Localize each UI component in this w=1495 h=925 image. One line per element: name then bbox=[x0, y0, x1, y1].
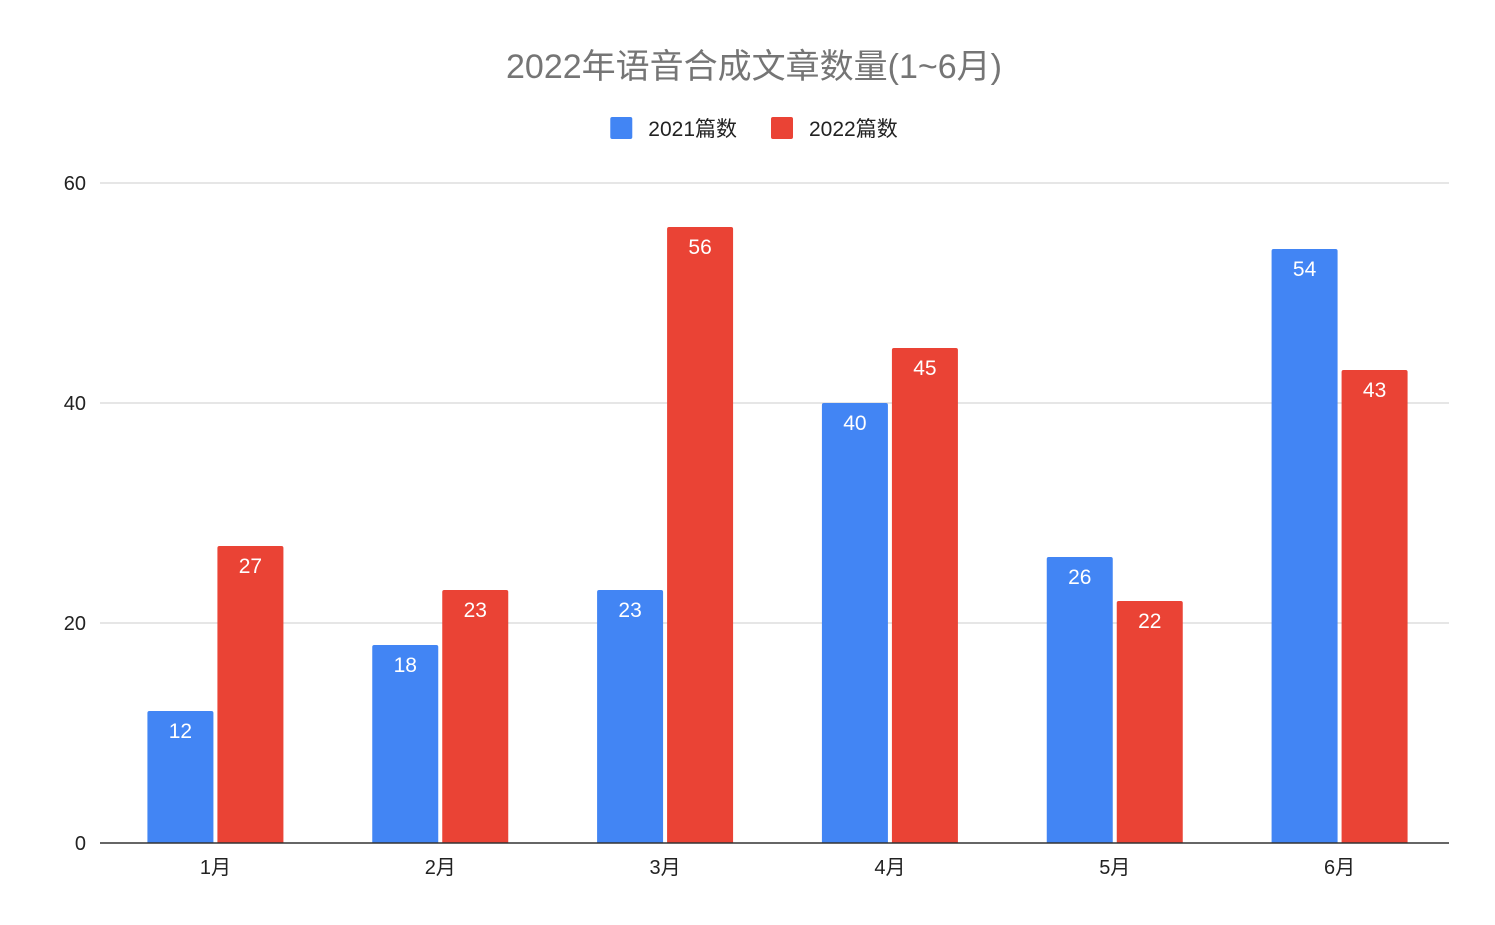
legend-label: 2021篇数 bbox=[648, 118, 737, 141]
gridlines bbox=[100, 182, 1449, 624]
bar-value-label: 12 bbox=[169, 720, 192, 743]
y-tick-label: 20 bbox=[64, 613, 86, 635]
legend-label: 2022篇数 bbox=[809, 118, 898, 141]
bar-series2-4 bbox=[891, 348, 958, 843]
bar-value-label: 40 bbox=[843, 412, 866, 435]
legend: 2021篇数 2022篇数 bbox=[610, 117, 898, 141]
x-tick-label: 5月 bbox=[1099, 857, 1130, 879]
bar-value-label: 43 bbox=[1363, 379, 1386, 402]
x-tick-label: 1月 bbox=[200, 857, 231, 879]
legend-item: 2021篇数 bbox=[610, 117, 737, 141]
bar-series1-3 bbox=[597, 590, 664, 843]
x-tick-label: 2月 bbox=[425, 857, 456, 879]
x-tick-label: 6月 bbox=[1324, 857, 1355, 879]
bar-series1-5 bbox=[1046, 557, 1113, 843]
legend-swatch bbox=[610, 117, 633, 139]
bar-series2-3 bbox=[667, 227, 734, 843]
y-tick-label: 60 bbox=[64, 173, 86, 195]
bar-series1-6 bbox=[1271, 249, 1338, 843]
bar-series2-6 bbox=[1341, 370, 1408, 843]
bar-value-label: 45 bbox=[913, 357, 936, 380]
x-tick-label: 3月 bbox=[650, 857, 681, 879]
chart-title: 2022年语音合成文章数量(1~6月) bbox=[506, 48, 1002, 86]
bar-value-label: 18 bbox=[394, 654, 417, 677]
bar-labels: 12 27 18 23 23 56 40 45 26 22 54 43 bbox=[169, 236, 1387, 743]
bar-series2-5 bbox=[1116, 601, 1183, 843]
x-axis-ticks: 1月 2月 3月 4月 5月 6月 bbox=[200, 857, 1355, 879]
bar-value-label: 26 bbox=[1068, 566, 1091, 589]
bar-value-label: 54 bbox=[1293, 258, 1317, 281]
bar-series1-2 bbox=[372, 645, 439, 843]
bars bbox=[147, 227, 1408, 843]
legend-swatch bbox=[771, 117, 793, 139]
bar-value-label: 56 bbox=[688, 236, 711, 259]
legend-item: 2022篇数 bbox=[771, 117, 898, 141]
x-tick-label: 4月 bbox=[874, 857, 905, 879]
bar-value-label: 27 bbox=[239, 555, 262, 578]
bar-value-label: 23 bbox=[618, 599, 641, 622]
bar-series1-4 bbox=[821, 403, 888, 843]
bar-series2-2 bbox=[442, 590, 509, 843]
y-tick-label: 0 bbox=[75, 833, 86, 855]
bar-value-label: 22 bbox=[1138, 610, 1161, 633]
y-tick-label: 40 bbox=[64, 393, 86, 415]
bar-series2-1 bbox=[217, 546, 284, 843]
y-axis-ticks: 0 20 40 60 bbox=[64, 173, 86, 855]
bar-value-label: 23 bbox=[464, 599, 487, 622]
bar-series1-1 bbox=[147, 711, 214, 843]
